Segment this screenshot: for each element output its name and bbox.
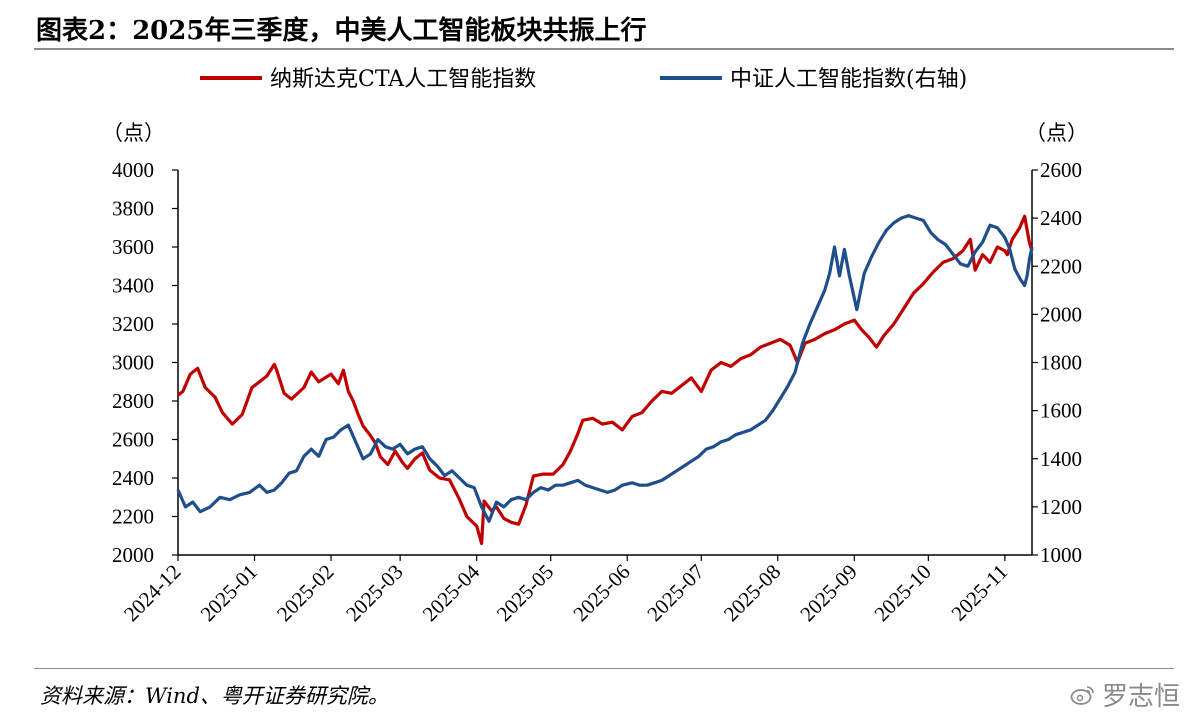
x-tick-label: 2025-06 <box>568 560 634 626</box>
legend: 纳斯达克CTA人工智能指数 中证人工智能指数(右轴) <box>200 67 967 92</box>
x-tick-label: 2025-08 <box>719 560 785 626</box>
series-line-csi-ai <box>176 214 1034 523</box>
weibo-icon <box>1070 685 1094 705</box>
right-axis-unit: （点） <box>1025 121 1088 145</box>
right-tick-label: 2600 <box>1040 158 1082 182</box>
right-tick-label: 2000 <box>1040 302 1082 326</box>
chart-title: 图表2：2025年三季度，中美人工智能板块共振上行 <box>36 16 647 46</box>
top-divider <box>34 48 1174 50</box>
right-tick-label: 1400 <box>1040 447 1082 471</box>
watermark-text: 罗志恒 <box>1101 682 1180 712</box>
left-tick-label: 3400 <box>112 274 154 298</box>
legend-label-blue: 中证人工智能指数(右轴) <box>730 67 967 92</box>
x-tick-label: 2025-07 <box>642 560 708 626</box>
legend-label-red: 纳斯达克CTA人工智能指数 <box>270 67 536 92</box>
series-layer <box>176 214 1034 546</box>
right-tick-label: 1200 <box>1040 495 1082 519</box>
right-tick-label: 1800 <box>1040 351 1082 375</box>
left-tick-label: 3200 <box>112 312 154 336</box>
left-tick-label: 2000 <box>112 543 154 567</box>
left-tick-label: 3000 <box>112 351 154 375</box>
x-tick-label: 2025-01 <box>196 560 262 626</box>
series-line-nasdaq-ai <box>177 214 1034 546</box>
x-tick-label: 2024-12 <box>119 560 185 626</box>
watermark: 罗志恒 <box>1070 676 1180 713</box>
left-tick-label: 2800 <box>112 389 154 413</box>
left-tick-label: 4000 <box>112 158 154 182</box>
x-tick-label: 2025-05 <box>492 560 558 626</box>
x-tick-label: 2025-02 <box>272 560 338 626</box>
x-tick-label: 2025-10 <box>869 560 935 626</box>
x-tick-label: 2025-04 <box>418 559 485 626</box>
x-tick-label: 2025-03 <box>341 560 407 626</box>
right-tick-label: 1000 <box>1040 543 1082 567</box>
left-axis-unit: （点） <box>102 121 165 145</box>
left-tick-label: 2200 <box>112 505 154 529</box>
bottom-divider <box>34 668 1174 669</box>
axes: 2000 2200 2400 2600 2800 3000 3200 3400 3600 3800… <box>112 158 1082 626</box>
right-tick-label: 1600 <box>1040 399 1082 423</box>
x-tick-label: 2025-11 <box>946 560 1012 626</box>
left-tick-label: 2400 <box>112 466 154 490</box>
left-tick-label: 3800 <box>112 197 154 221</box>
right-tick-label: 2200 <box>1040 254 1082 278</box>
x-tick-label: 2025-09 <box>795 560 861 626</box>
left-tick-label: 3600 <box>112 235 154 259</box>
left-tick-label: 2600 <box>112 428 154 452</box>
right-tick-label: 2400 <box>1040 206 1082 230</box>
source-note: 资料来源：Wind、粤开证券研究院。 <box>40 684 389 708</box>
